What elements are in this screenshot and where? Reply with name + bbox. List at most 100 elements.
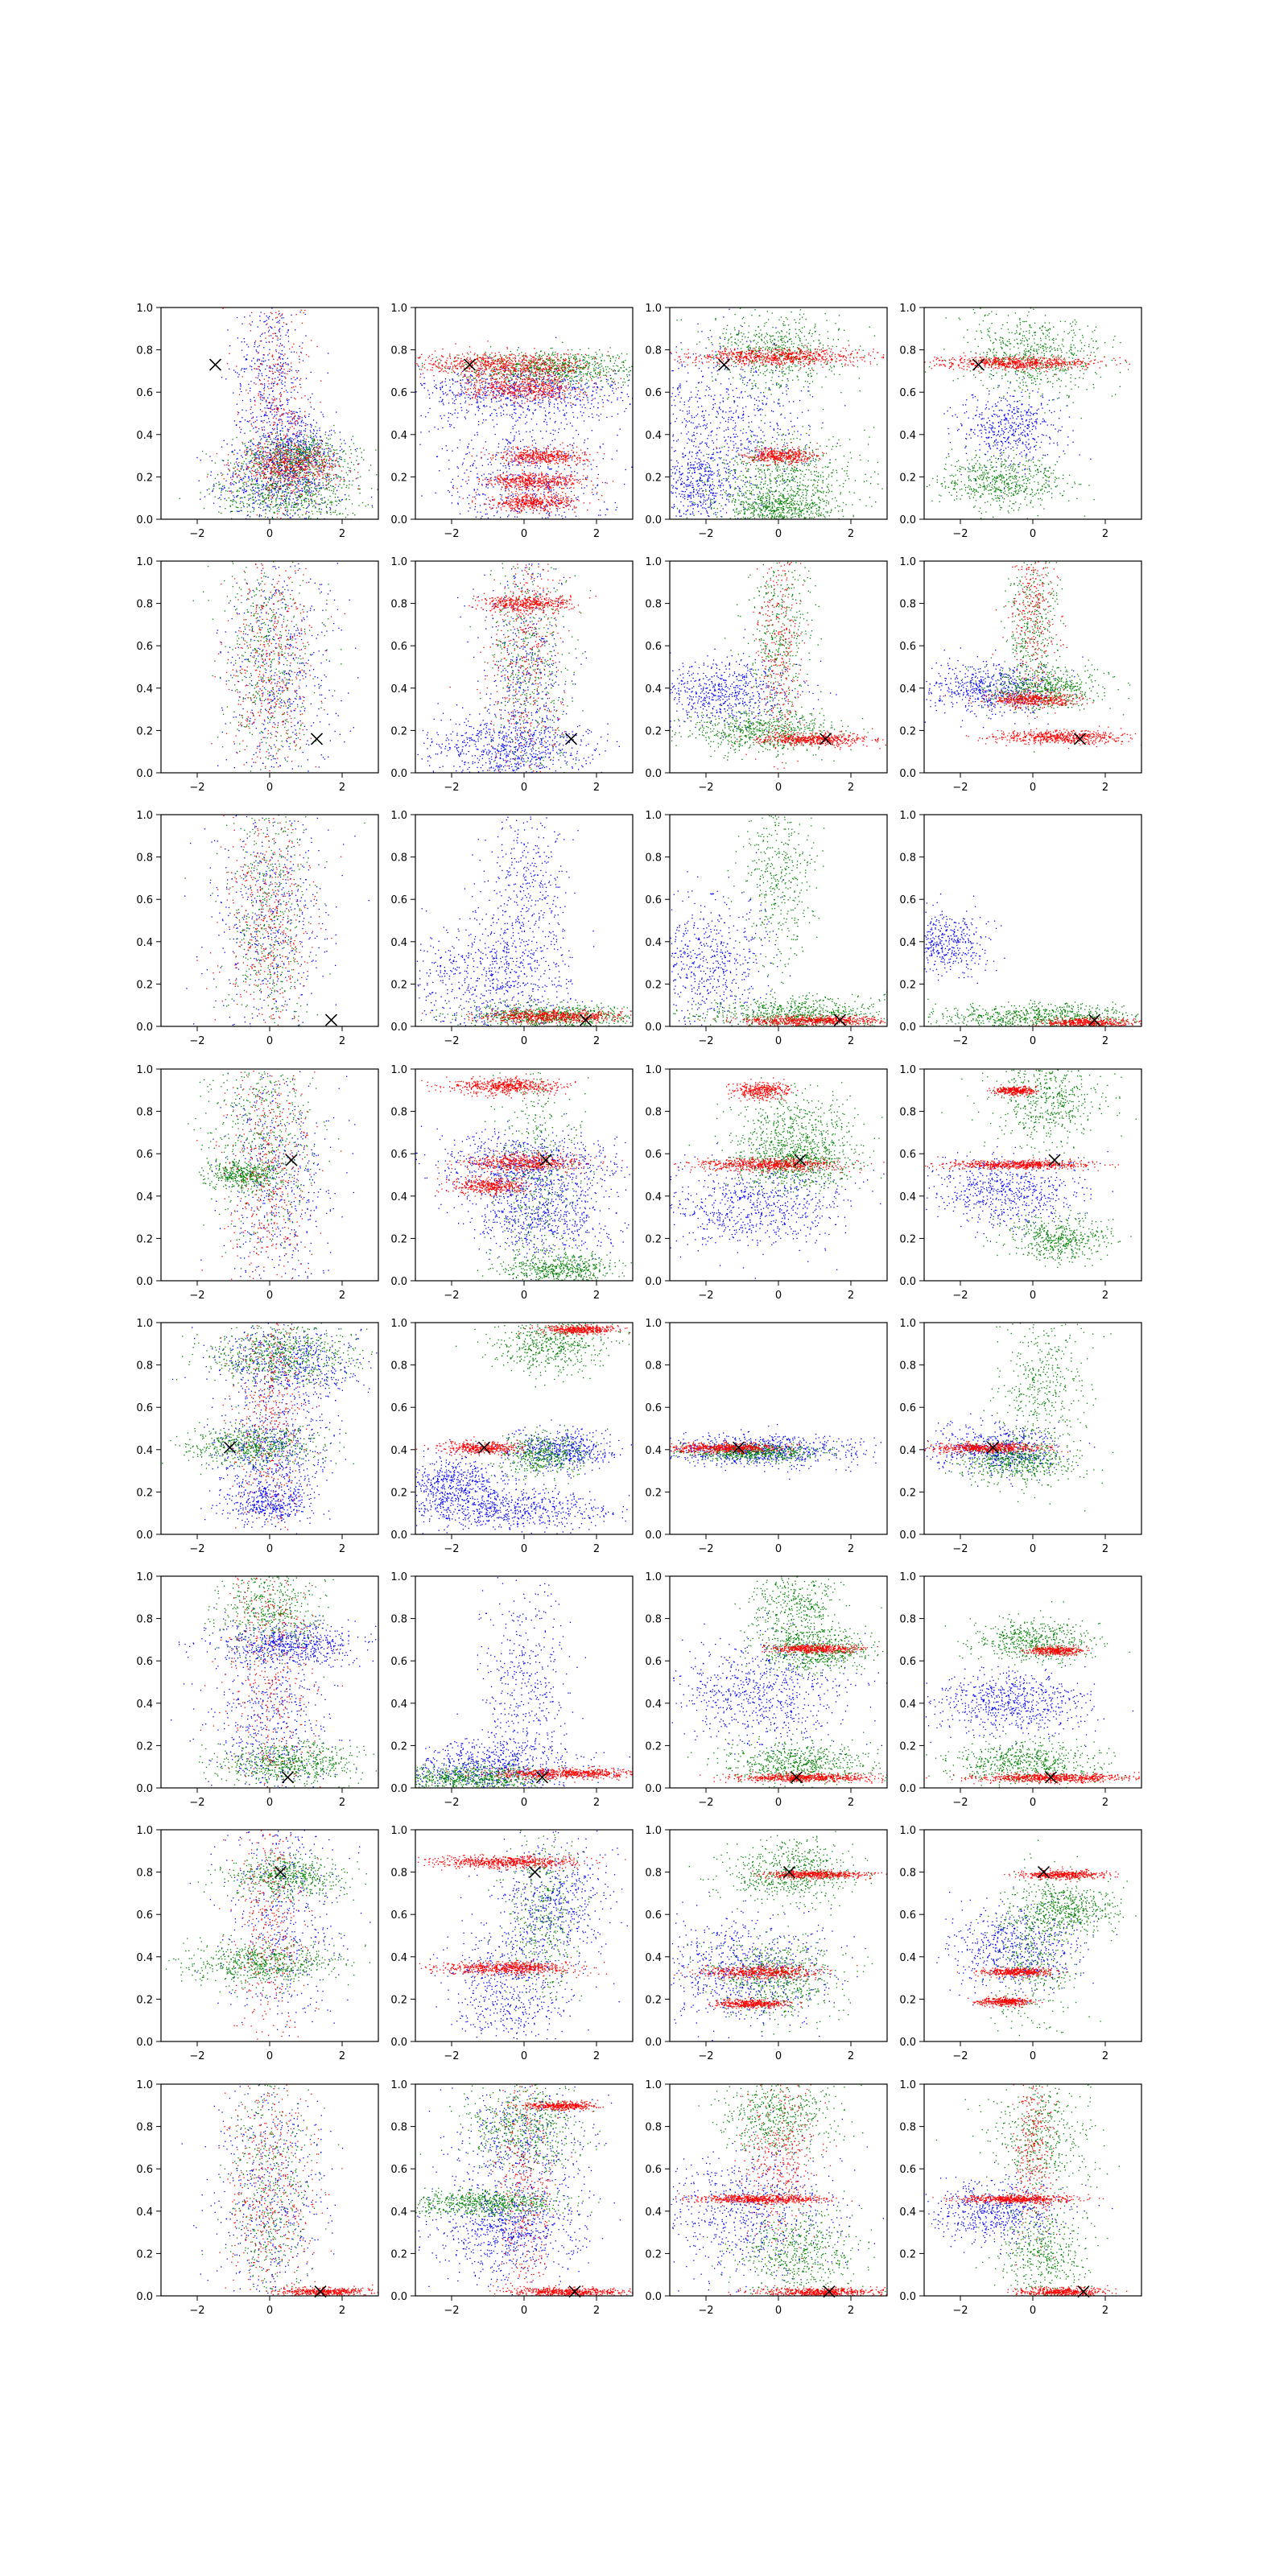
data-point [227,474,228,475]
data-point [305,447,306,448]
data-point [461,387,462,388]
data-point [264,390,265,391]
data-point [267,354,268,355]
data-point [308,449,309,450]
data-point [517,419,518,420]
data-point [251,423,252,424]
data-point [304,425,305,426]
data-point [285,515,286,516]
data-point [259,467,260,468]
data-point [340,456,341,457]
data-point [329,466,330,467]
data-point [320,447,321,448]
data-point [294,428,295,429]
data-point [246,451,247,452]
data-point [279,470,280,471]
data-point [306,489,307,490]
data-point [277,496,278,497]
data-point [570,467,571,468]
data-point [276,492,277,493]
data-point [501,395,502,396]
data-point [277,317,278,318]
data-point [335,493,336,494]
data-point [323,453,324,454]
data-point [273,463,274,464]
data-point [631,366,632,367]
y-tick-label: 0.0 [136,514,153,526]
data-point [293,446,294,447]
data-point [466,469,467,470]
data-point [322,448,323,449]
data-point [276,445,277,446]
data-point [267,452,268,453]
data-point [287,469,288,470]
data-point [312,458,313,459]
data-point [449,380,450,381]
data-point [319,509,320,510]
data-point [587,375,588,376]
data-point [249,467,250,468]
data-point [486,406,487,407]
data-point [277,483,278,484]
data-point [451,482,452,483]
data-point [268,490,269,491]
data-point [563,410,564,411]
data-point [503,472,504,473]
data-point [299,384,300,385]
data-point [620,429,621,430]
data-point [300,481,301,482]
data-point [314,449,315,450]
data-point [243,484,244,485]
data-point [307,465,308,466]
data-point [282,458,283,459]
data-point [282,473,283,474]
data-point [622,400,623,401]
data-point [248,442,249,443]
data-point [255,452,256,453]
data-point [258,507,259,508]
data-point [576,479,577,480]
data-point [283,505,284,506]
data-point [311,490,312,491]
data-point [298,464,299,465]
data-point [250,401,251,402]
data-point [614,363,615,364]
data-point [252,467,253,468]
data-point [308,512,309,513]
data-point [294,352,295,353]
data-point [298,483,299,484]
data-point [288,503,289,504]
data-point [332,460,333,461]
data-point [461,394,462,395]
data-point [267,386,268,387]
data-point [236,502,237,503]
data-point [475,414,476,415]
data-point [520,441,521,442]
data-point [349,457,350,458]
data-point [277,449,278,450]
data-point [325,445,326,446]
data-point [253,417,254,418]
data-point [271,487,272,488]
data-point [296,492,297,493]
data-point [259,500,260,501]
data-point [261,515,262,516]
data-point [463,463,464,464]
data-point [257,464,258,465]
data-point [221,489,222,490]
data-point [231,490,232,491]
data-point [316,460,317,461]
data-point [473,463,474,464]
data-point [513,496,514,497]
data-point [247,467,248,468]
data-point [268,318,269,319]
data-point [224,485,225,486]
data-point [222,308,223,309]
data-point [474,460,475,461]
data-point [527,408,528,409]
data-point [472,464,473,465]
data-point [304,458,305,459]
data-point [302,460,303,461]
data-point [293,454,294,455]
data-point [235,470,236,471]
